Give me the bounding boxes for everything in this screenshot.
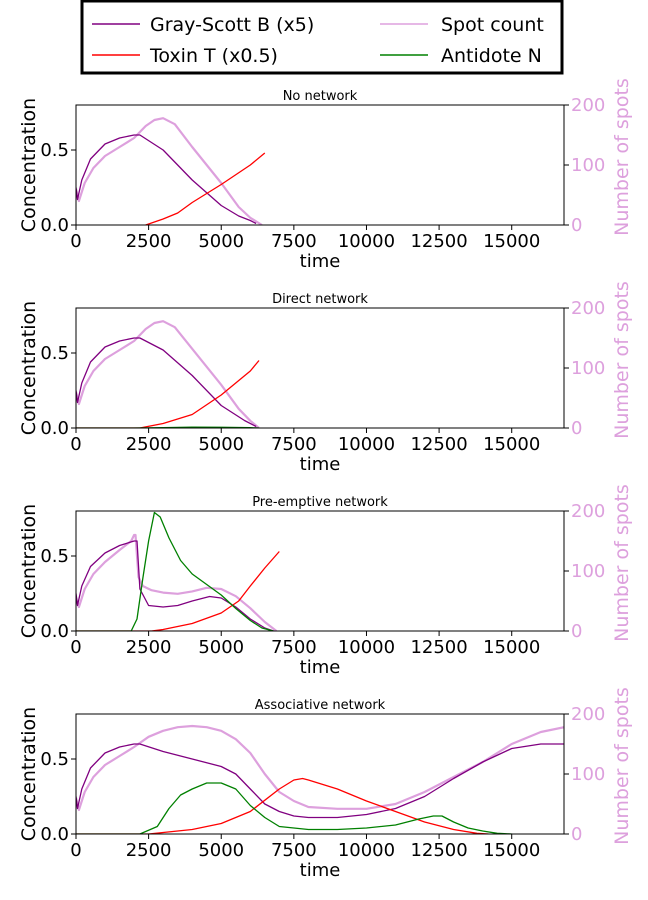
y-tick-label: 0.0 <box>40 418 69 439</box>
x-tick-label: 7500 <box>271 231 317 252</box>
panel-associative-network: Associative network 0 2500 5000 7500 10000 125… <box>18 687 633 881</box>
x-axis-label: time <box>300 454 341 475</box>
x-tick-label: 7500 <box>271 637 317 658</box>
x-tick-label: 2500 <box>126 231 172 252</box>
x-axis-label: time <box>300 657 341 678</box>
legend-frame <box>80 0 564 75</box>
x-tick-label: 15000 <box>483 231 540 252</box>
panel-title: Pre-emptive network <box>252 495 388 510</box>
y2-axis-label: Number of spots <box>611 78 633 236</box>
y2-tick-label: 100 <box>571 561 605 582</box>
x-tick-label: 12500 <box>410 434 467 455</box>
y-tick-label: 0.5 <box>40 749 69 770</box>
x-tick-label: 0 <box>70 231 81 252</box>
y2-tick-label: 200 <box>571 704 605 725</box>
y2-axis-label: Number of spots <box>611 281 633 439</box>
x-tick-label: 12500 <box>410 231 467 252</box>
series-line-toxin-t-x0-5 <box>145 152 266 225</box>
y2-tick-label: 200 <box>571 298 605 319</box>
y2-tick-label: 200 <box>571 501 605 522</box>
x-tick-label: 5000 <box>198 434 244 455</box>
x-tick-label: 0 <box>70 434 81 455</box>
plot-frame <box>75 713 565 835</box>
series-line-gray-scott-b-x5 <box>76 337 257 428</box>
x-tick-label: 15000 <box>483 434 540 455</box>
x-tick-label: 0 <box>70 840 81 861</box>
x-tick-label: 10000 <box>338 231 395 252</box>
y2-tick-label: 0 <box>571 418 582 439</box>
y2-axis-label: Number of spots <box>611 687 633 845</box>
x-tick-label: 10000 <box>338 637 395 658</box>
panel-direct-network: Direct network 0 2500 5000 7500 10000 12500 150… <box>18 281 633 475</box>
x-tick-label: 10000 <box>338 840 395 861</box>
legend-label-spot-count: Spot count <box>441 14 544 36</box>
series-line-toxin-t-x0-5 <box>76 777 489 834</box>
panel-no-network: No network 0 2500 5000 7500 10000 12500 15000 ti… <box>18 78 633 272</box>
x-tick-label: 0 <box>70 637 81 658</box>
x-tick-label: 12500 <box>410 840 467 861</box>
x-axis-label: time <box>300 860 341 881</box>
x-tick-label: 7500 <box>271 434 317 455</box>
series-line-antidote-n <box>76 782 512 834</box>
y-tick-label: 0.0 <box>40 824 69 845</box>
series-line-toxin-t-x0-5 <box>76 360 260 428</box>
x-tick-label: 5000 <box>198 637 244 658</box>
legend-label-antidote: Antidote N <box>441 45 542 67</box>
x-tick-label: 15000 <box>483 840 540 861</box>
panel-pre-emptive-network: Pre-emptive network 0 2500 5000 7500 10000 125… <box>18 484 633 678</box>
y-tick-label: 0.0 <box>40 215 69 236</box>
y2-tick-label: 100 <box>571 764 605 785</box>
plot-frame <box>75 510 565 632</box>
y2-tick-label: 100 <box>571 155 605 176</box>
y-axis-label: Concentration <box>18 707 40 841</box>
y2-tick-label: 200 <box>571 95 605 116</box>
x-tick-label: 5000 <box>198 840 244 861</box>
x-tick-label: 10000 <box>338 434 395 455</box>
series-line-spot-count <box>76 724 564 812</box>
x-tick-label: 7500 <box>271 840 317 861</box>
y-tick-label: 0.5 <box>40 343 69 364</box>
x-tick-label: 5000 <box>198 231 244 252</box>
x-tick-label: 2500 <box>126 637 172 658</box>
panel-title: Direct network <box>272 292 368 307</box>
y-axis-label: Concentration <box>18 504 40 638</box>
x-tick-label: 12500 <box>410 637 467 658</box>
series-line-gray-scott-b-x5 <box>76 540 274 631</box>
y2-tick-label: 0 <box>571 824 582 845</box>
legend: Gray-Scott B (x5) Spot count Toxin T (x0… <box>80 0 564 75</box>
y2-tick-label: 100 <box>571 358 605 379</box>
y-tick-label: 0.5 <box>40 546 69 567</box>
y2-axis-label: Number of spots <box>611 484 633 642</box>
series-line-antidote-n <box>76 511 274 631</box>
y-tick-label: 0.0 <box>40 621 69 642</box>
y-tick-label: 0.5 <box>40 140 69 161</box>
x-tick-label: 2500 <box>126 434 172 455</box>
x-axis-label: time <box>300 251 341 272</box>
series-line-gray-scott-b-x5 <box>76 134 257 225</box>
series-line-gray-scott-b-x5 <box>76 743 564 819</box>
y2-tick-label: 0 <box>571 621 582 642</box>
panel-title: Associative network <box>255 698 386 713</box>
series-line-spot-count <box>76 533 278 631</box>
y-axis-label: Concentration <box>18 98 40 232</box>
series-line-spot-count <box>76 320 260 428</box>
x-tick-label: 15000 <box>483 637 540 658</box>
series-line-spot-count <box>76 117 263 225</box>
panel-title: No network <box>283 89 358 104</box>
y-axis-label: Concentration <box>18 301 40 435</box>
legend-label-gray-scott: Gray-Scott B (x5) <box>150 14 314 36</box>
y2-tick-label: 0 <box>571 215 582 236</box>
legend-label-toxin: Toxin T (x0.5) <box>149 45 278 67</box>
x-tick-label: 2500 <box>126 840 172 861</box>
